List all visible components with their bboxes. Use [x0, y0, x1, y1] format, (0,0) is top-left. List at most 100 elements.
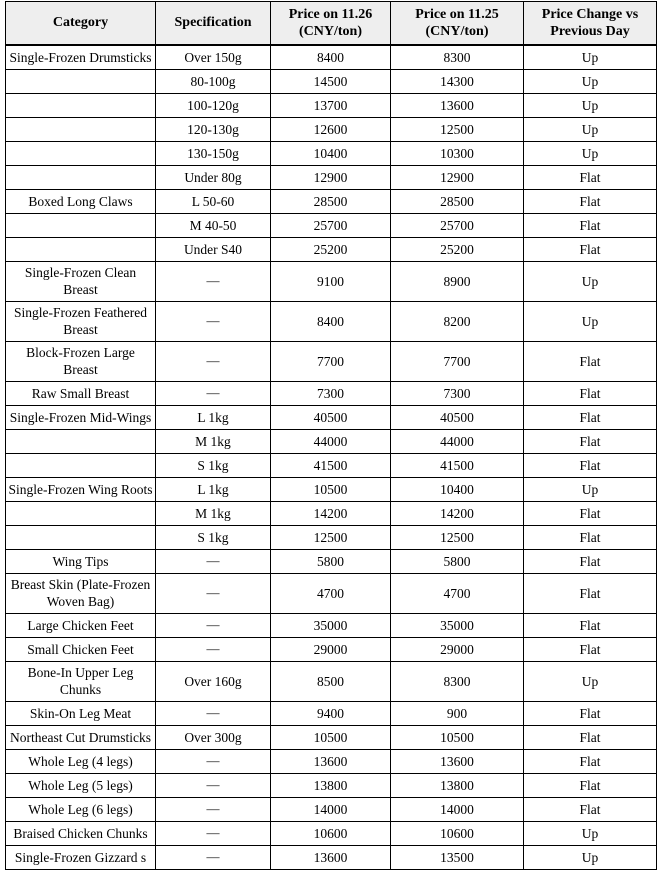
cell-category: Single-Frozen Clean Breast: [5, 261, 156, 302]
table-row[interactable]: Single-Frozen Wing Roots L 1kg 10500 10400 U…: [5, 477, 657, 502]
column-header-price_1125[interactable]: Price on 11.25 (CNY/ton): [390, 1, 524, 46]
table-row[interactable]: Single-Frozen Drumsticks Over 150g 8400 830…: [5, 44, 657, 70]
cell-price-change: Flat: [523, 573, 657, 614]
poultry-price-table: Category Specification Price on 11.26 (CNY/…: [5, 1, 657, 870]
cell-specification: M 40-50: [155, 213, 271, 238]
cell-price-change: Up: [523, 261, 657, 302]
table-header: Category Specification Price on 11.26 (CNY/…: [5, 1, 657, 46]
table-row[interactable]: Block-Frozen Large Breast —7700 7700 Flat: [5, 341, 657, 382]
cell-category: Bone-In Upper Leg Chunks: [5, 661, 156, 702]
cell-price-change: Flat: [523, 613, 657, 638]
cell-price-1126: 25700: [270, 213, 391, 238]
cell-specification: —: [155, 301, 271, 342]
cell-specification: —: [155, 613, 271, 638]
cell-category: Northeast Cut Drumsticks: [5, 725, 156, 750]
table-row[interactable]: Small Chicken Feet —29000 29000 Flat: [5, 637, 657, 662]
cell-category-continuation: [5, 213, 156, 238]
table-row[interactable]: Single-Frozen Gizzard s —13600 13500 Up: [5, 845, 657, 870]
cell-category-continuation: [5, 501, 156, 526]
cell-specification: —: [155, 381, 271, 406]
column-header-category[interactable]: Category: [5, 1, 156, 46]
table-row[interactable]: 120-130g 12600 12500 Up: [5, 117, 657, 142]
table-row[interactable]: M 1kg 14200 14200 Flat: [5, 501, 657, 526]
cell-price-1125: 12900: [390, 165, 524, 190]
cell-price-1125: 35000: [390, 613, 524, 638]
table-row[interactable]: Breast Skin (Plate-Frozen Woven Bag) —4700…: [5, 573, 657, 614]
table-row[interactable]: S 1kg 41500 41500 Flat: [5, 453, 657, 478]
table-row[interactable]: S 1kg 12500 12500 Flat: [5, 525, 657, 550]
cell-price-1126: 14000: [270, 797, 391, 822]
table-row[interactable]: Single-Frozen Mid-Wings L 1kg 40500 40500 Fl…: [5, 405, 657, 430]
cell-price-change: Flat: [523, 797, 657, 822]
table-row[interactable]: Single-Frozen Clean Breast —9100 8900 Up: [5, 261, 657, 302]
table-row[interactable]: Whole Leg (5 legs) —13800 13800 Flat: [5, 773, 657, 798]
cell-price-1125: 28500: [390, 189, 524, 214]
cell-price-change: Flat: [523, 341, 657, 382]
cell-price-change: Flat: [523, 189, 657, 214]
cell-category: Single-Frozen Drumsticks: [5, 44, 156, 70]
cell-specification: Under S40: [155, 237, 271, 262]
cell-category-continuation: [5, 237, 156, 262]
cell-category-line: Woven Bag): [46, 593, 115, 609]
cell-price-change: Up: [523, 117, 657, 142]
table-row[interactable]: 130-150g 10400 10300 Up: [5, 141, 657, 166]
table-row[interactable]: Boxed Long Claws L 50-60 28500 28500 Flat: [5, 189, 657, 214]
table-row[interactable]: Under S40 25200 25200 Flat: [5, 237, 657, 262]
cell-specification: 100-120g: [155, 93, 271, 118]
cell-specification: 120-130g: [155, 117, 271, 142]
table-row[interactable]: Northeast Cut Drumsticks Over 300g 10500 10…: [5, 725, 657, 750]
table-row[interactable]: Braised Chicken Chunks —10600 10600 Up: [5, 821, 657, 846]
table-row[interactable]: Under 80g 12900 12900 Flat: [5, 165, 657, 190]
cell-specification: Over 300g: [155, 725, 271, 750]
cell-category-line: Single-Frozen Feathered: [13, 304, 148, 320]
table-row[interactable]: Whole Leg (6 legs) —14000 14000 Flat: [5, 797, 657, 822]
cell-price-1126: 8400: [270, 301, 391, 342]
cell-price-1125: 10300: [390, 141, 524, 166]
cell-category: Single-Frozen Mid-Wings: [5, 405, 156, 430]
table-row[interactable]: Single-Frozen Feathered Breast —8400 8200 Up: [5, 301, 657, 342]
cell-specification: Under 80g: [155, 165, 271, 190]
cell-category: Block-Frozen Large Breast: [5, 341, 156, 382]
cell-price-change: Flat: [523, 701, 657, 726]
table-body: Single-Frozen Drumsticks Over 150g 8400 830…: [5, 44, 657, 870]
cell-specification: M 1kg: [155, 501, 271, 526]
cell-category-line: Breast: [63, 361, 98, 377]
table-row[interactable]: 80-100g 14500 14300 Up: [5, 69, 657, 94]
table-row[interactable]: Bone-In Upper Leg Chunks Over 160g 8500 8300…: [5, 661, 657, 702]
cell-category: Raw Small Breast: [5, 381, 156, 406]
table-header-row: Category Specification Price on 11.26 (CNY/…: [5, 1, 657, 46]
table-row[interactable]: 100-120g 13700 13600 Up: [5, 93, 657, 118]
cell-specification: —: [155, 549, 271, 574]
cell-category-continuation: [5, 93, 156, 118]
cell-price-1126: 7700: [270, 341, 391, 382]
cell-price-1125: 12500: [390, 117, 524, 142]
cell-price-1125: 13600: [390, 93, 524, 118]
table-row[interactable]: Raw Small Breast —7300 7300 Flat: [5, 381, 657, 406]
cell-price-change: Up: [523, 477, 657, 502]
table-row[interactable]: Large Chicken Feet —35000 35000 Flat: [5, 613, 657, 638]
column-header-change[interactable]: Price Change vs Previous Day: [523, 1, 657, 46]
column-header-specification[interactable]: Specification: [155, 1, 271, 46]
column-header-price_1126[interactable]: Price on 11.26 (CNY/ton): [270, 1, 391, 46]
cell-price-1126: 40500: [270, 405, 391, 430]
cell-category: Skin-On Leg Meat: [5, 701, 156, 726]
cell-specification: —: [155, 341, 271, 382]
cell-price-1126: 8400: [270, 44, 391, 70]
cell-price-change: Flat: [523, 549, 657, 574]
table-row[interactable]: Whole Leg (4 legs) —13600 13600 Flat: [5, 749, 657, 774]
table-row[interactable]: M 40-50 25700 25700 Flat: [5, 213, 657, 238]
table-row[interactable]: M 1kg 44000 44000 Flat: [5, 429, 657, 454]
cell-price-1125: 8200: [390, 301, 524, 342]
cell-price-change: Flat: [523, 525, 657, 550]
cell-price-1125: 44000: [390, 429, 524, 454]
cell-category-line: Breast: [63, 281, 98, 297]
table-row[interactable]: Wing Tips —5800 5800 Flat: [5, 549, 657, 574]
cell-specification: Over 150g: [155, 44, 271, 70]
cell-price-1126: 13600: [270, 749, 391, 774]
cell-price-1126: 9400: [270, 701, 391, 726]
cell-price-1125: 7700: [390, 341, 524, 382]
column-header-line: Previous Day: [550, 24, 630, 39]
cell-price-1126: 4700: [270, 573, 391, 614]
table-row[interactable]: Skin-On Leg Meat —9400 900 Flat: [5, 701, 657, 726]
cell-price-change: Up: [523, 141, 657, 166]
